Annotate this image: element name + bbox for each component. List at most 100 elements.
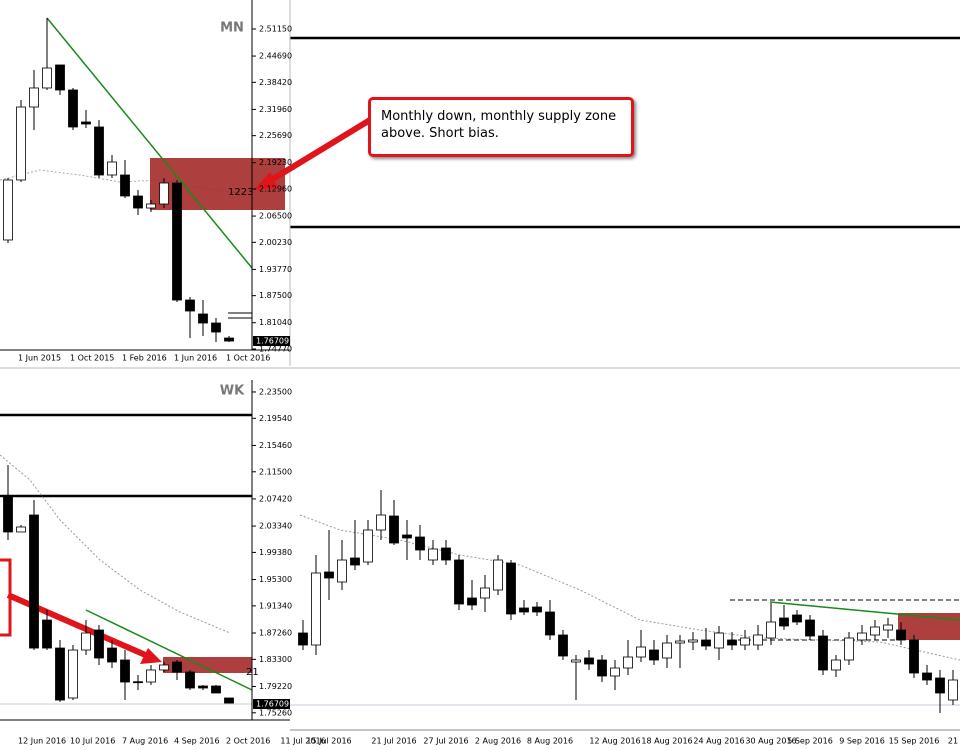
candle-body [68,89,78,128]
x-tick-label: 10 Jul 2016 [70,737,115,746]
candle-body [688,639,698,643]
y-tick-label: 2.23500 [259,387,292,396]
y-tick-label: 1.91340 [259,601,292,610]
arrow-head [254,172,278,190]
candle-body [337,559,347,583]
candle-body [480,587,490,599]
current-price-label: 1.76709 [256,700,289,709]
y-tick-label: 2.19230 [259,158,292,167]
x-tick-label: 1 Jun 2016 [174,354,217,363]
candle-body [211,322,221,333]
arrow [266,117,372,185]
y-tick-label: 1.81040 [259,318,292,327]
moving-average [0,169,253,196]
candle-body [818,635,828,671]
timeframe-label: WK [220,384,245,399]
candle-body [107,161,117,176]
candle-body [94,629,104,659]
candle-body [146,203,156,209]
candle-body [55,647,65,701]
candle-body [623,656,633,669]
y-tick-label: 2.38420 [259,78,292,87]
candle-body [675,640,685,644]
candle-body [545,611,555,636]
x-tick-label: 4 Sep 2016 [174,737,220,746]
moving-average [0,454,231,634]
candles [3,17,234,342]
candle-body [133,195,143,209]
candle-body [224,337,234,342]
zone-label: 1223 [228,187,253,198]
candle-body [159,182,169,205]
candle-body [441,547,451,561]
candle-body [16,106,26,181]
candle-body [922,672,932,681]
weekly-chart [0,413,253,705]
candle-body [146,669,156,683]
x-tick-label: 1 Oct 2016 [226,354,270,363]
x-tick-label: 9 Sep 2016 [839,737,885,746]
monthly-chart [0,17,253,342]
x-tick-label: 30 Aug 2016 [745,737,796,746]
candle-body [185,299,195,312]
y-tick-label: 2.31960 [259,105,292,114]
candle-body [649,649,659,661]
candle-body [81,121,91,125]
candle-body [740,637,750,646]
x-tick-label: 12 Jun 2016 [18,737,66,746]
candle-body [81,632,91,651]
candle-body [714,632,724,649]
y-tick-label: 2.11500 [259,467,292,476]
candle-body [532,606,542,613]
supply-zone [163,657,252,673]
y-tick-label: 1.87500 [259,291,292,300]
candle-body [133,681,143,684]
candle-body [896,629,906,641]
daily-chart [290,490,960,731]
candle-body [29,514,39,649]
candle-body [831,659,841,671]
candle-body [29,87,39,108]
candle-body [415,536,425,551]
candles [3,465,234,704]
y-tick-label: 1.83300 [259,655,292,664]
candle-body [42,67,52,89]
candle-body [571,659,581,663]
y-tick-label: 2.15460 [259,441,292,450]
candles [298,490,958,713]
candle-body [870,626,880,636]
candle-body [506,562,516,615]
x-tick-label: 24 Aug 2016 [693,737,744,746]
candle-body [198,685,208,689]
window-bg [0,370,290,750]
candle-body [805,619,815,637]
x-tick-label: 5 Sep 2016 [787,737,833,746]
candle-body [3,496,13,533]
candle-body [324,571,334,579]
candle-body [350,557,360,566]
y-tick-label: 1.87260 [259,629,292,638]
y-tick-label: 2.44690 [259,52,292,61]
candle-body [159,664,169,671]
candle-body [610,667,620,677]
candle-body [120,659,130,683]
x-tick-label: 2 Aug 2016 [475,737,521,746]
candle-body [584,657,594,665]
candle-body [311,572,321,646]
trend-line [85,609,253,691]
x-tick-label: 11 Jul 2016 [280,737,325,746]
current-price-box [253,336,290,346]
candle-body [68,649,78,699]
candle-body [948,679,958,701]
candle-body [16,526,26,533]
x-tick-label: 15 Jul 2016 [306,737,351,746]
x-tick-label: 21 [948,737,958,746]
x-tick-label: 1 Oct 2015 [70,354,114,363]
candle-body [428,548,438,561]
candle-body [198,313,208,324]
candle-body [172,661,182,673]
y-tick-label: 2.07420 [259,494,292,503]
candle-body [389,515,399,544]
candle-body [55,64,65,91]
